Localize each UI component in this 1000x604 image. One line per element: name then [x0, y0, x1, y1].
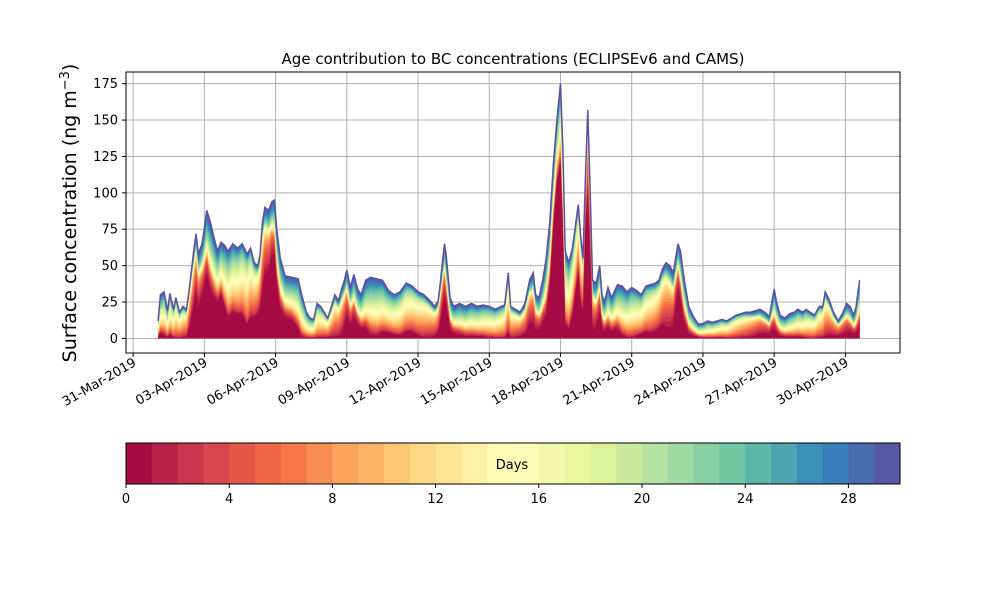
age-layer-0 — [158, 162, 860, 339]
colorbar-bin — [822, 443, 849, 484]
y-tick-label: 25 — [101, 296, 118, 311]
chart-title: Age contribution to BC concentrations (E… — [282, 50, 745, 68]
colorbar-bin — [590, 443, 617, 484]
stacked-areas — [157, 83, 861, 339]
colorbar-bin — [796, 443, 824, 484]
colorbar-bin — [255, 443, 282, 484]
colorbar-bin — [693, 443, 720, 484]
colorbar-bin — [177, 443, 204, 484]
colorbar-bin — [538, 443, 566, 484]
plot-frame — [125, 71, 901, 354]
colorbar-tick-label: 16 — [531, 492, 548, 507]
colorbar-bin — [229, 443, 256, 484]
colorbar-bin — [151, 443, 179, 484]
y-tick-label: 175 — [93, 77, 118, 92]
colorbar-tick-label: 4 — [225, 492, 233, 507]
colorbar-tick-label: 8 — [328, 492, 336, 507]
colorbar-bin — [667, 443, 695, 484]
colorbar-bin — [461, 443, 488, 484]
colorbar: 0 4 8 12 16 20 24 28 — [122, 443, 901, 507]
colorbar-bin — [848, 443, 875, 484]
colorbar-tick-label: 12 — [427, 492, 444, 507]
colorbar-bin — [513, 443, 540, 484]
colorbar-bin — [332, 443, 359, 484]
colorbar-tick-label: 28 — [840, 492, 857, 507]
colorbar-tick-label: 24 — [737, 492, 754, 507]
y-tick-label: 50 — [101, 259, 118, 274]
y-tick-label: 150 — [93, 114, 118, 129]
y-axis-label: Surface concentration (ng m−3) — [58, 64, 82, 363]
colorbar-bin — [874, 443, 901, 484]
colorbar-frame — [125, 442, 901, 485]
colorbar-bin — [719, 443, 746, 484]
colorbar-label: Days — [496, 458, 529, 473]
colorbar-bin — [487, 443, 514, 484]
colorbar-tick-label: 20 — [634, 492, 651, 507]
colorbar-bin — [771, 443, 798, 484]
colorbar-bin — [203, 443, 230, 484]
y-tick-label: 125 — [93, 150, 118, 165]
colorbar-bin — [616, 443, 643, 484]
colorbar-bin — [745, 443, 772, 484]
y-tick-label: 100 — [93, 186, 118, 201]
colorbar-bin — [409, 443, 437, 484]
colorbar-bin — [358, 443, 385, 484]
total-outline — [157, 83, 861, 325]
y-tick-label: 75 — [101, 223, 118, 238]
colorbar-bin — [564, 443, 591, 484]
colorbar-bin — [435, 443, 462, 484]
y-axis: 0 25 50 75 100 125 150 175 — [93, 77, 126, 347]
y-tick-label: 0 — [110, 332, 118, 347]
colorbar-bin — [384, 443, 411, 484]
colorbar-bin — [306, 443, 333, 484]
colorbar-bin — [280, 443, 308, 484]
colorbar-tick-label: 0 — [122, 492, 130, 507]
colorbar-bin — [126, 443, 153, 484]
colorbar-bin — [642, 443, 669, 484]
